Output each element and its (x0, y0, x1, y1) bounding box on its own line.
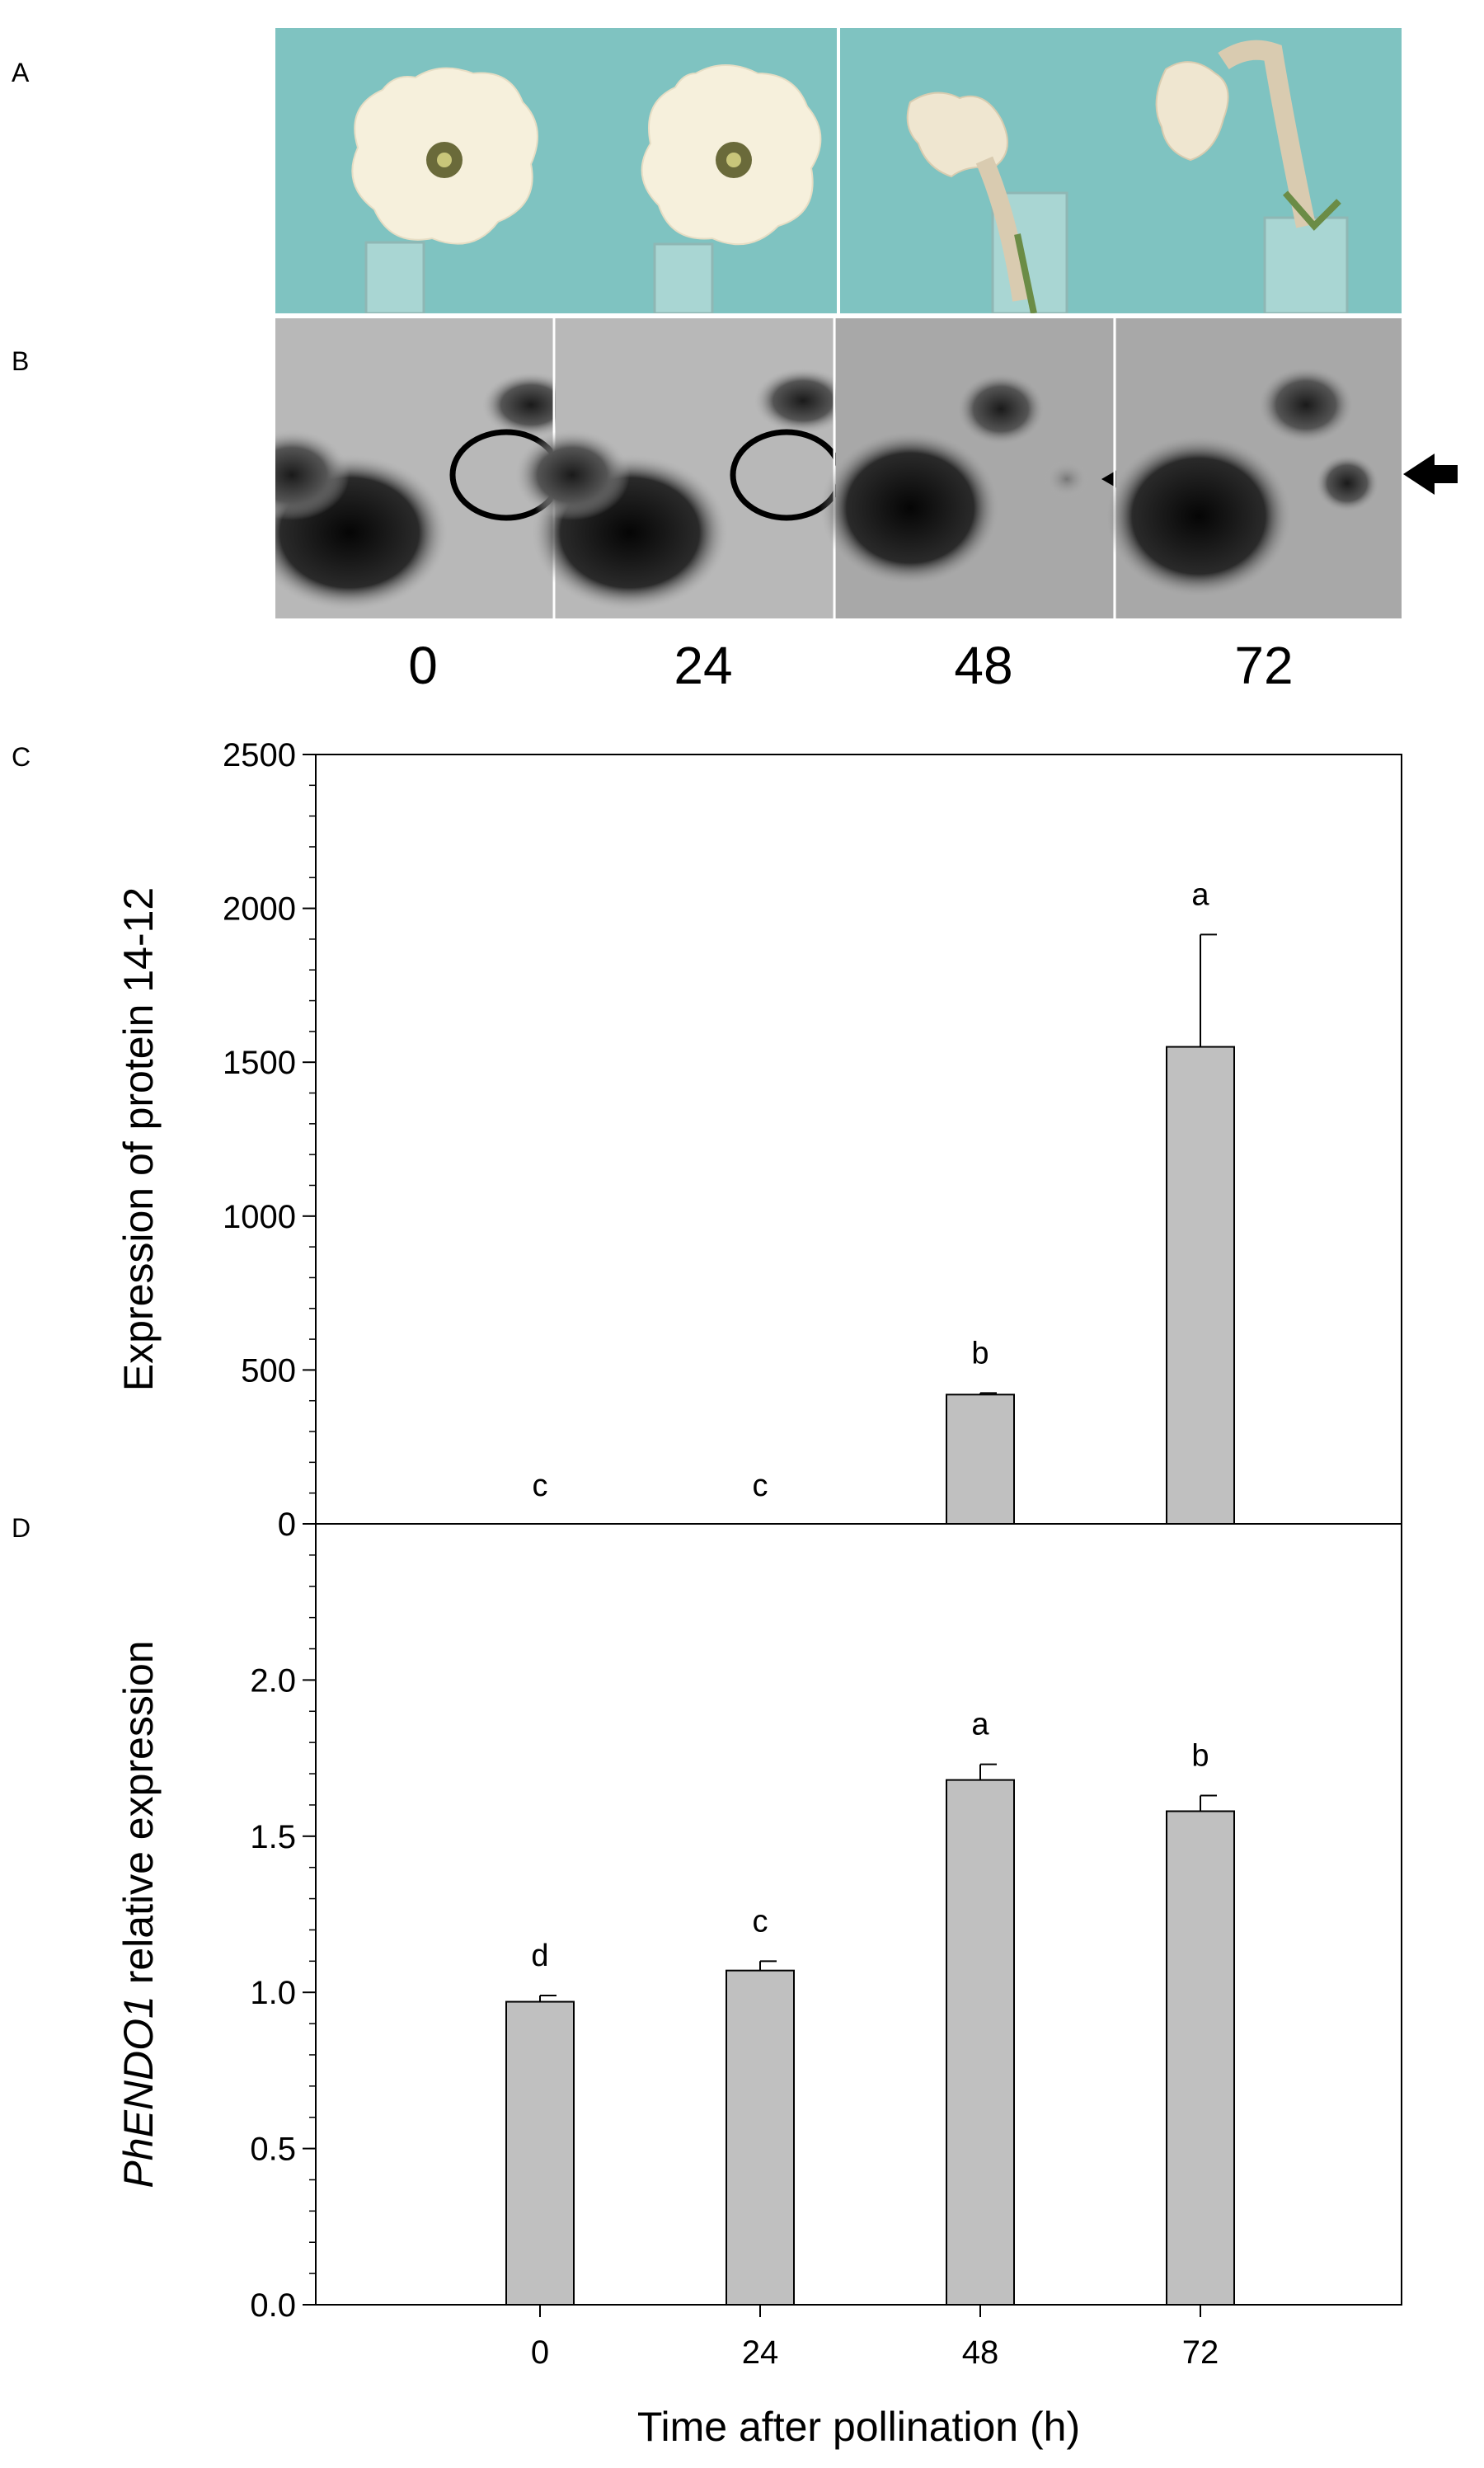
y-tick-label: 1.0 (250, 1975, 296, 2011)
time-label-48: 48 (954, 636, 1013, 695)
bar (946, 1394, 1015, 1525)
gel-blot-0h (275, 318, 580, 618)
y-tick-label: 0.0 (250, 2287, 296, 2324)
x-tick-label: 48 (962, 2334, 999, 2371)
y-tick-label: 500 (241, 1352, 296, 1389)
significance-letter: a (1191, 877, 1209, 912)
panel-label-c: C (12, 742, 31, 772)
y-tick-label: 2.0 (250, 1662, 296, 1699)
bar (946, 1779, 1015, 2306)
y-tick-label: 2500 (223, 737, 296, 773)
time-label-24: 24 (674, 636, 733, 695)
x-tick-label: 24 (742, 2334, 779, 2371)
significance-letter: c (753, 1904, 768, 1939)
bar (726, 1969, 795, 2306)
bar (1166, 1046, 1235, 1525)
x-tick-label: 0 (531, 2334, 549, 2371)
open-flower-24h (641, 64, 822, 313)
y-axis-label: Expression of protein 14-12 (115, 887, 162, 1391)
arrow-icon (1403, 454, 1458, 495)
y-axis-label: PhENDO1 relative expression (115, 1640, 162, 2188)
y-tick-label: 2000 (223, 891, 296, 928)
gel-blot-24h (514, 318, 852, 618)
wilted-flower-72h (1155, 40, 1349, 313)
y-tick-label: 0 (278, 1507, 296, 1543)
y-tick-label: 1.5 (250, 1819, 296, 1855)
significance-letter: c (753, 1469, 768, 1503)
bar (505, 2000, 575, 2306)
wilted-flower-48h (906, 92, 1068, 313)
gel-blot-48h (819, 318, 1174, 618)
time-label-0: 0 (408, 636, 438, 695)
significance-letter: b (1191, 1739, 1209, 1774)
significance-letter: c (533, 1469, 548, 1503)
y-tick-label: 1500 (223, 1045, 296, 1081)
panel-label-b: B (12, 346, 30, 376)
significance-letter: a (971, 1708, 989, 1742)
x-tick-label: 72 (1182, 2334, 1219, 2371)
open-flower-0h (351, 67, 538, 313)
bar (1166, 1810, 1235, 2306)
panel-label-a: A (12, 58, 30, 87)
x-axis-label: Time after pollination (h) (637, 2404, 1080, 2450)
significance-letter: d (531, 1939, 548, 1973)
y-tick-label: 1000 (223, 1199, 296, 1235)
panel-label-d: D (12, 1513, 31, 1543)
gel-blot-strip (275, 318, 1402, 618)
y-tick-label: 0.5 (250, 2132, 296, 2168)
flower-photo-strip (275, 28, 1402, 313)
gel-blot-72h (1104, 318, 1402, 618)
time-label-72: 72 (1234, 636, 1294, 695)
significance-letter: b (971, 1336, 989, 1370)
plot-frame (315, 754, 1402, 2306)
